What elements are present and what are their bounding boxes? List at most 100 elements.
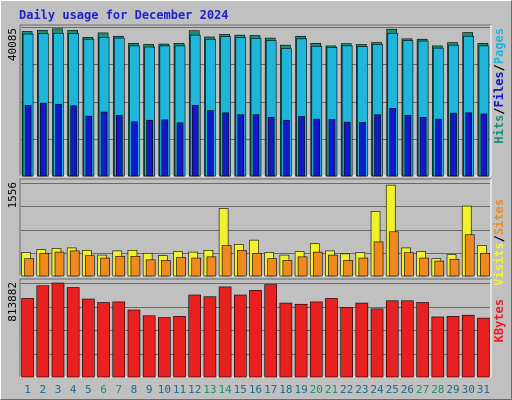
bar-pages-day-9 [146,119,153,177]
bar-kbytes-day-18 [279,302,293,378]
bar-sites-day-22 [343,260,353,277]
bar-kbytes-day-25 [385,300,399,378]
bar-sites-day-17 [267,258,277,277]
bar-sites-day-24 [373,241,384,277]
bar-sites-day-20 [312,251,323,277]
bar-sites-day-8 [130,255,141,277]
bar-pages-day-19 [298,116,305,177]
x-tick-label-day-31: 31 [477,383,490,396]
bar-kbytes-day-30 [461,314,475,378]
panel-visitors-legend: Visits/Sites [492,199,506,286]
bar-kbytes-day-8 [127,309,141,378]
bar-kbytes-day-14 [218,286,232,378]
bar-kbytes-day-31 [477,317,490,378]
panel-volume-max-label: 813882 [6,282,19,322]
bar-pages-day-26 [404,115,412,177]
legend-item-pages: Pages [492,28,506,64]
x-tick-label-day-13: 13 [203,383,216,396]
x-tick-label-day-22: 22 [340,383,353,396]
bar-pages-day-13 [207,110,214,177]
bar-sites-day-31 [480,252,490,277]
panel-traffic-max-label: 40085 [6,28,19,61]
x-tick-label-day-29: 29 [446,383,459,396]
bar-kbytes-day-19 [294,303,308,378]
x-tick-label-day-3: 3 [55,383,62,396]
bar-sites-day-9 [145,259,156,277]
legend-separator: / [492,107,506,114]
bar-kbytes-day-9 [142,315,156,378]
x-tick-label-day-20: 20 [310,383,323,396]
x-tick-label-day-5: 5 [85,383,92,396]
bar-kbytes-day-6 [97,302,110,378]
legend-item-visits: Visits [492,242,506,285]
legend-separator: / [492,235,506,242]
bar-sites-day-5 [85,255,95,277]
bar-sites-day-30 [464,234,475,277]
bar-pages-day-27 [419,116,427,177]
bar-sites-day-25 [388,231,399,277]
bar-pages-day-10 [161,119,169,177]
bar-kbytes-day-24 [370,308,384,378]
bar-sites-day-3 [54,251,65,277]
bar-sites-day-15 [237,249,247,277]
bar-kbytes-day-16 [249,290,262,378]
legend-item-sites: Sites [492,199,506,235]
x-tick-label-day-2: 2 [39,383,46,396]
legend-item-files: Files [492,71,506,107]
bar-sites-day-21 [328,254,338,277]
bar-sites-day-26 [404,252,414,277]
bar-kbytes-day-12 [188,294,202,378]
bar-pages-day-18 [283,119,290,177]
bar-pages-day-16 [252,114,260,177]
bar-kbytes-day-2 [36,285,50,378]
bar-kbytes-day-20 [309,301,323,378]
bar-pages-day-17 [267,116,275,177]
bar-sites-day-18 [282,260,293,277]
bar-sites-day-13 [206,256,217,277]
bar-pages-day-3 [55,103,62,177]
bar-kbytes-day-26 [401,300,414,378]
bar-sites-day-23 [358,257,369,277]
bar-sites-day-12 [191,257,202,277]
bar-sites-day-11 [176,257,186,277]
bar-kbytes-day-1 [21,298,34,378]
x-tick-label-day-1: 1 [24,383,31,396]
x-tick-label-day-12: 12 [188,383,201,396]
x-tick-label-day-11: 11 [173,383,186,396]
x-tick-label-day-15: 15 [234,383,247,396]
x-tick-label-day-26: 26 [401,383,414,396]
bar-pages-day-25 [389,108,397,177]
x-tick-label-day-7: 7 [115,383,122,396]
bar-pages-day-5 [85,115,93,177]
bar-kbytes-day-21 [325,298,338,378]
chart-title: Daily usage for December 2024 [19,8,229,22]
x-tick-label-day-23: 23 [355,383,368,396]
bar-pages-day-15 [237,114,245,177]
bar-sites-day-1 [24,258,34,277]
bar-kbytes-day-13 [203,296,217,378]
bar-kbytes-day-23 [355,302,369,378]
bar-sites-day-28 [434,260,445,277]
bar-sites-day-27 [419,257,429,277]
bar-pages-day-8 [131,121,138,177]
panel-volume-legend: KBytes [492,299,506,342]
x-tick-label-day-24: 24 [370,383,384,396]
bar-pages-day-24 [374,114,381,177]
x-tick-label-day-6: 6 [100,383,107,396]
legend-separator: / [492,64,506,71]
bar-pages-day-12 [191,105,199,177]
bar-pages-day-21 [328,119,336,177]
bar-pages-day-22 [343,121,351,177]
bar-sites-day-19 [297,256,308,277]
bar-pages-day-28 [435,118,442,177]
bar-sites-day-4 [69,250,80,277]
legend-item-kbytes: KBytes [492,299,506,342]
x-tick-label-day-8: 8 [131,383,138,396]
bar-kbytes-day-11 [173,316,186,378]
legend-item-hits: Hits [492,115,506,144]
bar-sites-day-10 [161,260,171,277]
bar-pages-day-1 [24,105,32,177]
bar-sites-day-2 [39,252,50,277]
bar-kbytes-day-10 [158,317,171,378]
